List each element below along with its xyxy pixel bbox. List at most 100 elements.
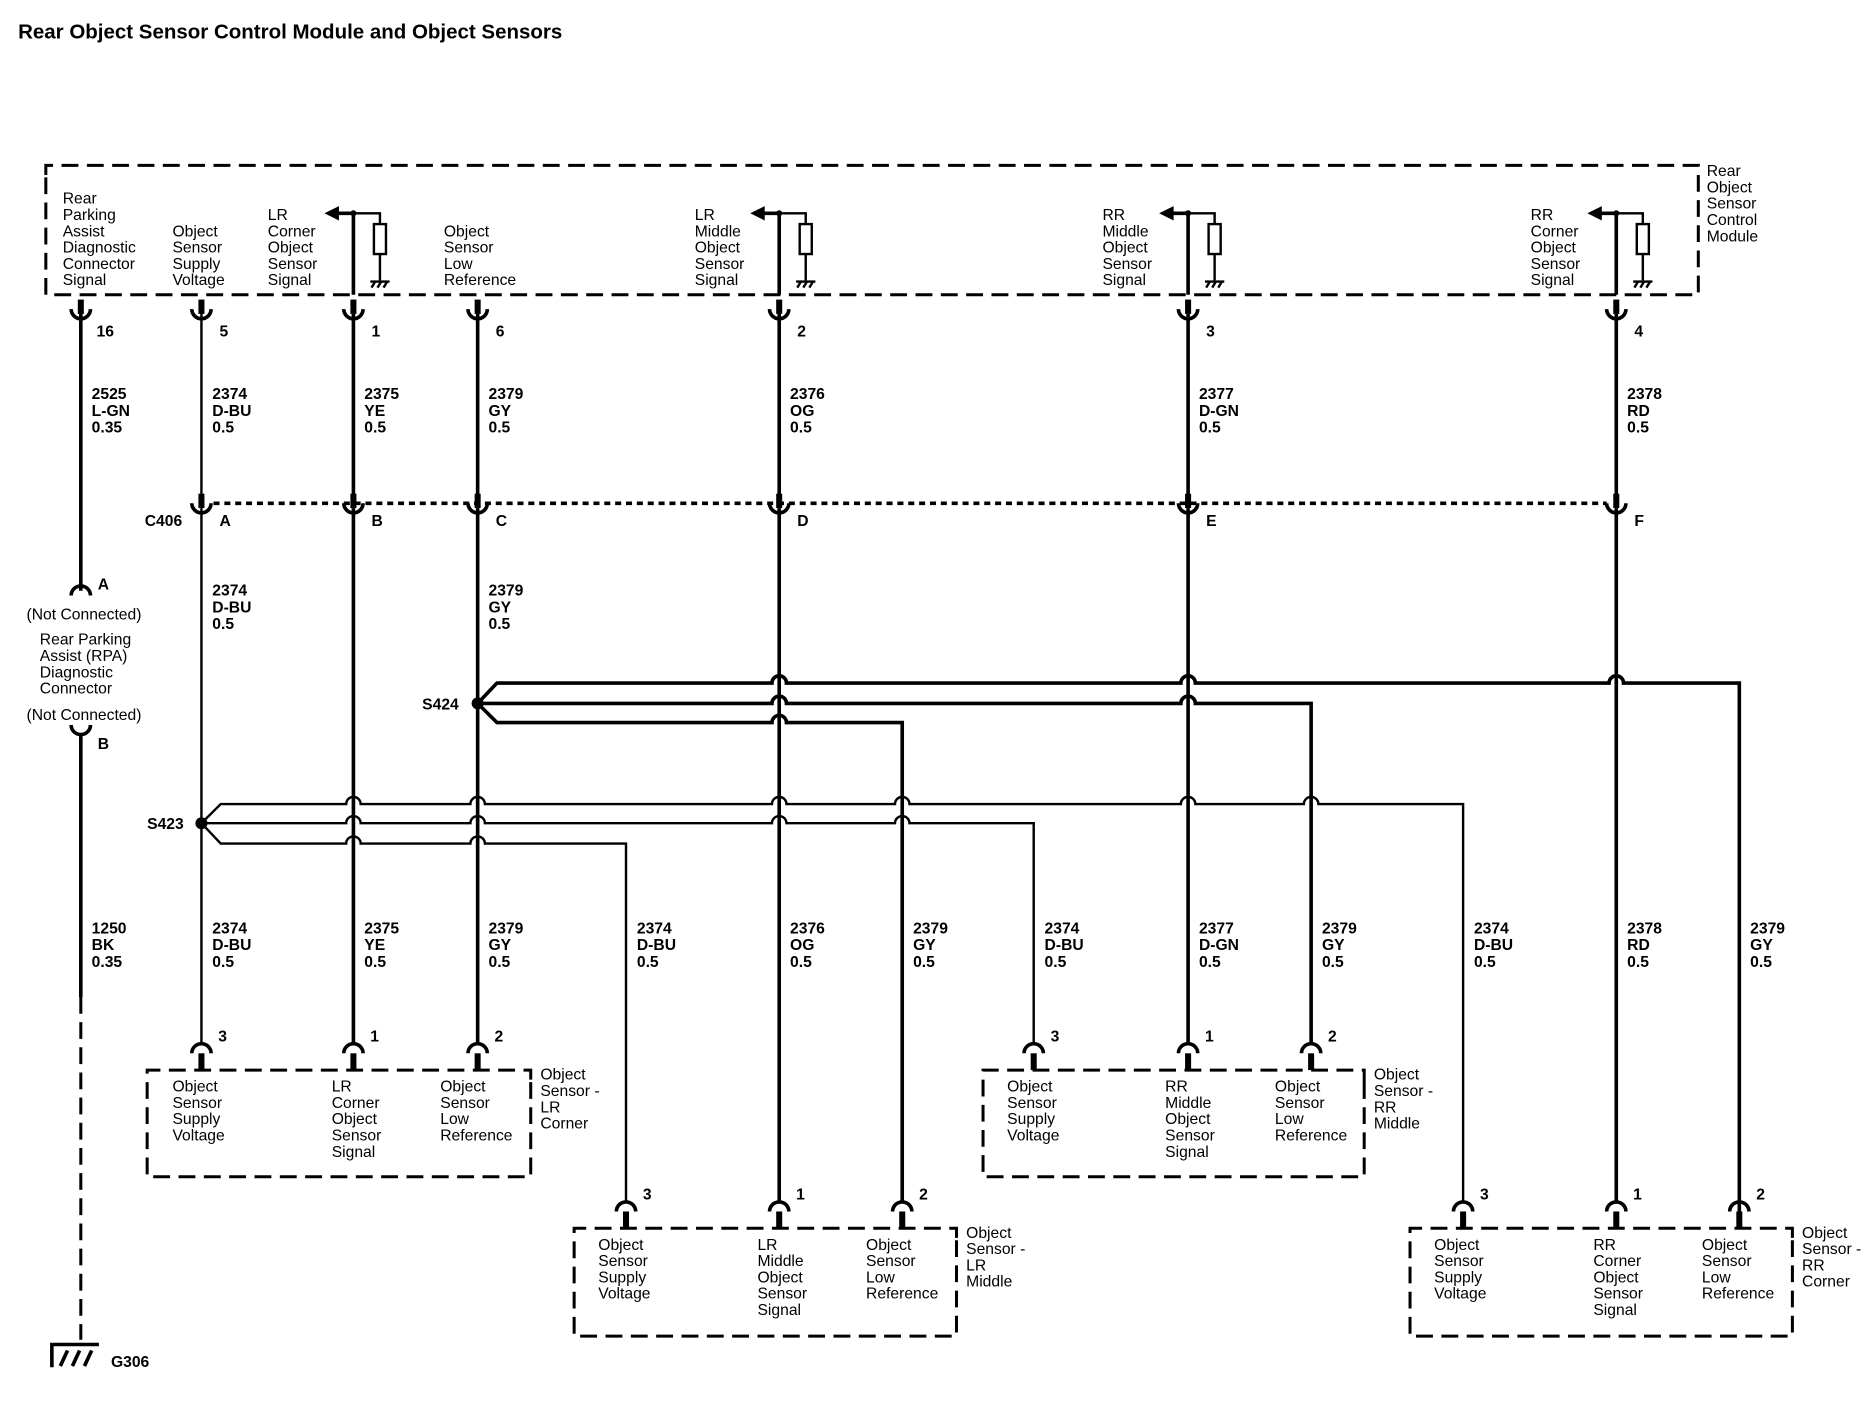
object-sensor-box	[1408, 1226, 1794, 1338]
wire-label-color: GY	[1322, 937, 1345, 954]
wire-label-circuit: 2374	[212, 386, 247, 403]
diagram-title: Rear Object Sensor Control Module and Ob…	[18, 21, 562, 43]
sensor-pin-label: Sensor	[1165, 1128, 1215, 1145]
sensor-pin-label: Supply	[1434, 1269, 1482, 1286]
ground-wire-label-color: BK	[92, 937, 115, 954]
sensor-pin-number: 1	[1205, 1028, 1214, 1045]
wire-label-circuit: 2377	[1199, 921, 1234, 938]
wire-label-size: 0.5	[1199, 954, 1221, 971]
wire-label-size: 0.5	[790, 954, 812, 971]
wire-label-color: GY	[489, 403, 512, 420]
sensor-terminal	[1299, 1041, 1323, 1054]
sensor-pin-number: 1	[796, 1187, 805, 1204]
object-sensor-name: Middle	[966, 1274, 1012, 1291]
wire-label-size: 0.5	[212, 616, 234, 633]
module-pin-label: Signal	[695, 272, 739, 289]
wire-label-size: 0.5	[790, 420, 812, 437]
module-pin-label: Middle	[1102, 223, 1148, 240]
arrow-left-icon	[324, 206, 339, 221]
wire-label-size: 0.5	[364, 420, 386, 437]
sensor-pin-label: Reference	[866, 1286, 938, 1303]
object-sensor-name: RR	[1374, 1099, 1397, 1116]
sensor-pin-label: Object	[1702, 1237, 1748, 1254]
wire-label-color: GY	[489, 937, 512, 954]
sensor-pin-number: 2	[495, 1028, 504, 1045]
wire-label-size: 0.5	[1750, 954, 1772, 971]
sensor-terminal	[1022, 1041, 1046, 1054]
s423-branch-rr-corner	[200, 795, 1465, 1201]
wire-label-color: D-BU	[212, 403, 251, 420]
c406-terminal-letter: C	[496, 513, 507, 530]
c406-terminal-letter: D	[797, 513, 808, 530]
sensor-pin-label: Object	[172, 1079, 218, 1096]
sensor-pin-label: Object	[1593, 1269, 1639, 1286]
module-pin-label: Object	[1102, 240, 1148, 257]
wire-label-size: 0.5	[1045, 954, 1067, 971]
object-sensor-name: Sensor -	[1374, 1083, 1433, 1100]
wire-label-color: D-BU	[1045, 937, 1084, 954]
sensor-pin-number: 2	[1328, 1028, 1337, 1045]
object-sensor-name: Corner	[1802, 1274, 1850, 1291]
sensor-pin-label: Sensor	[757, 1286, 807, 1303]
module-pin-label: Sensor	[1102, 256, 1152, 273]
ground-icon	[796, 280, 816, 289]
s424-branch-rr-corner	[476, 674, 1742, 1213]
wire-label-circuit: 2379	[1322, 921, 1357, 938]
sensor-pin-label: Corner	[1593, 1253, 1641, 1270]
splice-s424	[471, 697, 484, 710]
wire-label-circuit: 2374	[1474, 921, 1509, 938]
module-pin-label: Object	[268, 240, 314, 257]
object-sensor-name: Sensor -	[966, 1241, 1025, 1258]
object-sensor-name: Corner	[540, 1116, 588, 1133]
sensor-pin-label: Low	[440, 1111, 469, 1128]
module-pin-number: 1	[372, 324, 381, 341]
wire-label-circuit: 2379	[489, 583, 524, 600]
module-pin-label: LR	[268, 207, 288, 224]
control-module-label: Object	[1707, 179, 1753, 196]
control-module-box	[44, 163, 1700, 297]
wire-label-circuit: 2376	[790, 386, 825, 403]
object-sensor-box	[145, 1068, 533, 1179]
module-pin-label: Sensor	[695, 256, 745, 273]
wire-label-size: 0.5	[489, 420, 511, 437]
resistor-icon	[372, 222, 388, 256]
module-pin-label: Diagnostic	[63, 240, 136, 257]
sensor-terminal	[1176, 1041, 1200, 1054]
wire-label-circuit: 2379	[913, 921, 948, 938]
wire-label-size: 0.5	[637, 954, 659, 971]
sensor-pin-label: Supply	[598, 1269, 646, 1286]
ground-wire-label-size: 0.35	[92, 954, 123, 971]
pullup-line	[1188, 212, 1216, 281]
wire-label-circuit: 2375	[364, 386, 399, 403]
sensor-pin-label: LR	[332, 1079, 352, 1096]
wire-label-circuit: 2374	[637, 921, 672, 938]
wire-label-size: 0.5	[489, 954, 511, 971]
sensor-terminal	[1604, 1200, 1628, 1212]
sensor-pin-label: Low	[1275, 1111, 1304, 1128]
sensor-pin-label: Supply	[1007, 1111, 1055, 1128]
wire-label-circuit: 2378	[1627, 921, 1662, 938]
module-pin-label: Corner	[1531, 223, 1579, 240]
pullup-line	[779, 212, 807, 281]
sensor-pin-label: Low	[1702, 1269, 1731, 1286]
wire-label-circuit: 2374	[1045, 921, 1080, 938]
sensor-pin-number: 1	[1633, 1187, 1642, 1204]
diag-pin-b: B	[98, 736, 109, 753]
diag-connector-name: Connector	[40, 681, 112, 698]
wire-label-color: GY	[489, 599, 512, 616]
sensor-pin-label: Voltage	[1007, 1128, 1059, 1145]
wire-label-size: 0.5	[1627, 420, 1649, 437]
control-module-label: Sensor	[1707, 196, 1757, 213]
sensor-pin-label: Object	[866, 1237, 912, 1254]
ground-icon	[1204, 280, 1225, 289]
module-pin-label: Corner	[268, 223, 316, 240]
sensor-terminal	[614, 1200, 638, 1212]
sensor-pin-label: Signal	[332, 1144, 376, 1161]
object-sensor-name: Sensor -	[540, 1083, 599, 1100]
sensor-pin-label: Low	[866, 1269, 895, 1286]
wire-label-color: OG	[790, 937, 814, 954]
wire-label-color: D-BU	[1474, 937, 1513, 954]
sensor-pin-label: Object	[1007, 1079, 1053, 1096]
arrow-left-icon	[1159, 206, 1174, 221]
